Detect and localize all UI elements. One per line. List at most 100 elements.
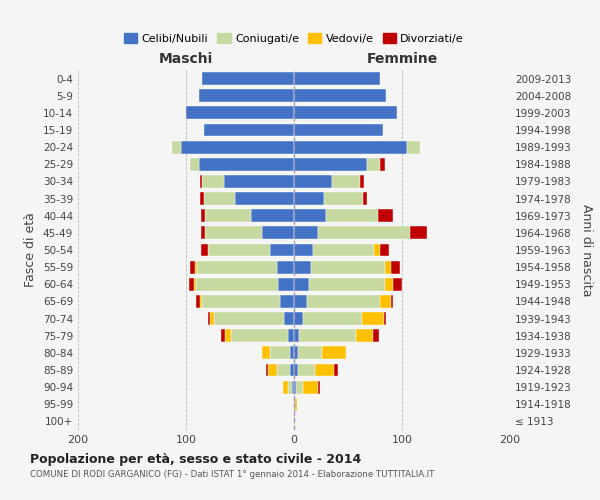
Bar — [322, 346, 346, 360]
Bar — [318, 380, 320, 394]
Bar — [196, 278, 278, 290]
Bar — [235, 192, 294, 205]
Bar — [294, 398, 295, 410]
Y-axis label: Fasce di età: Fasce di età — [25, 212, 37, 288]
Bar — [190, 158, 199, 170]
Bar — [214, 312, 284, 325]
Bar — [196, 295, 200, 308]
Bar — [287, 330, 294, 342]
Bar — [201, 244, 208, 256]
Bar — [294, 226, 318, 239]
Text: Popolazione per età, sesso e stato civile - 2014: Popolazione per età, sesso e stato civil… — [30, 452, 361, 466]
Bar — [205, 226, 262, 239]
Bar — [186, 106, 294, 120]
Bar — [356, 330, 373, 342]
Bar — [407, 140, 421, 153]
Bar — [374, 244, 380, 256]
Bar — [251, 210, 294, 222]
Bar — [294, 415, 295, 428]
Bar — [294, 90, 386, 102]
Bar — [385, 278, 394, 290]
Bar — [202, 295, 280, 308]
Bar — [298, 364, 314, 376]
Bar — [210, 312, 214, 325]
Bar — [383, 312, 386, 325]
Bar — [270, 346, 290, 360]
Bar — [378, 210, 394, 222]
Bar — [294, 295, 307, 308]
Bar — [314, 364, 334, 376]
Bar — [225, 330, 232, 342]
Bar — [277, 364, 290, 376]
Bar — [391, 295, 394, 308]
Bar — [208, 312, 210, 325]
Legend: Celibi/Nubili, Coniugati/e, Vedovi/e, Divorziati/e: Celibi/Nubili, Coniugati/e, Vedovi/e, Di… — [119, 29, 469, 48]
Bar — [294, 175, 332, 188]
Bar — [283, 380, 287, 394]
Bar — [287, 380, 292, 394]
Bar — [332, 175, 360, 188]
Bar — [296, 380, 302, 394]
Bar — [284, 312, 294, 325]
Bar — [278, 278, 294, 290]
Bar — [311, 260, 385, 274]
Bar — [324, 192, 363, 205]
Bar — [410, 226, 427, 239]
Text: Maschi: Maschi — [159, 52, 213, 66]
Bar — [189, 278, 194, 290]
Bar — [307, 295, 380, 308]
Bar — [360, 175, 364, 188]
Bar — [277, 260, 294, 274]
Bar — [200, 175, 202, 188]
Bar — [294, 124, 383, 136]
Bar — [391, 260, 400, 274]
Bar — [294, 158, 367, 170]
Bar — [385, 260, 391, 274]
Bar — [326, 210, 378, 222]
Y-axis label: Anni di nascita: Anni di nascita — [580, 204, 593, 296]
Bar — [294, 312, 302, 325]
Bar — [302, 380, 318, 394]
Bar — [295, 398, 297, 410]
Text: Femmine: Femmine — [367, 52, 437, 66]
Bar — [172, 140, 181, 153]
Bar — [294, 106, 397, 120]
Bar — [201, 210, 205, 222]
Bar — [199, 90, 294, 102]
Bar — [309, 278, 385, 290]
Bar — [262, 346, 270, 360]
Bar — [294, 210, 326, 222]
Bar — [298, 346, 322, 360]
Bar — [290, 346, 294, 360]
Bar — [202, 175, 224, 188]
Bar — [380, 295, 391, 308]
Bar — [363, 192, 367, 205]
Bar — [294, 192, 324, 205]
Bar — [205, 210, 251, 222]
Bar — [200, 295, 202, 308]
Bar — [294, 346, 298, 360]
Bar — [194, 260, 197, 274]
Bar — [367, 158, 380, 170]
Bar — [268, 364, 277, 376]
Bar — [362, 312, 383, 325]
Bar — [294, 364, 298, 376]
Bar — [270, 244, 294, 256]
Bar — [221, 330, 225, 342]
Bar — [280, 295, 294, 308]
Bar — [205, 124, 294, 136]
Bar — [294, 380, 296, 394]
Bar — [224, 175, 294, 188]
Bar — [294, 140, 407, 153]
Bar — [290, 364, 294, 376]
Bar — [302, 312, 362, 325]
Bar — [201, 226, 205, 239]
Bar — [334, 364, 338, 376]
Bar — [194, 278, 196, 290]
Bar — [380, 244, 389, 256]
Bar — [181, 140, 294, 153]
Bar — [294, 244, 313, 256]
Bar — [190, 260, 194, 274]
Bar — [294, 330, 299, 342]
Bar — [292, 380, 294, 394]
